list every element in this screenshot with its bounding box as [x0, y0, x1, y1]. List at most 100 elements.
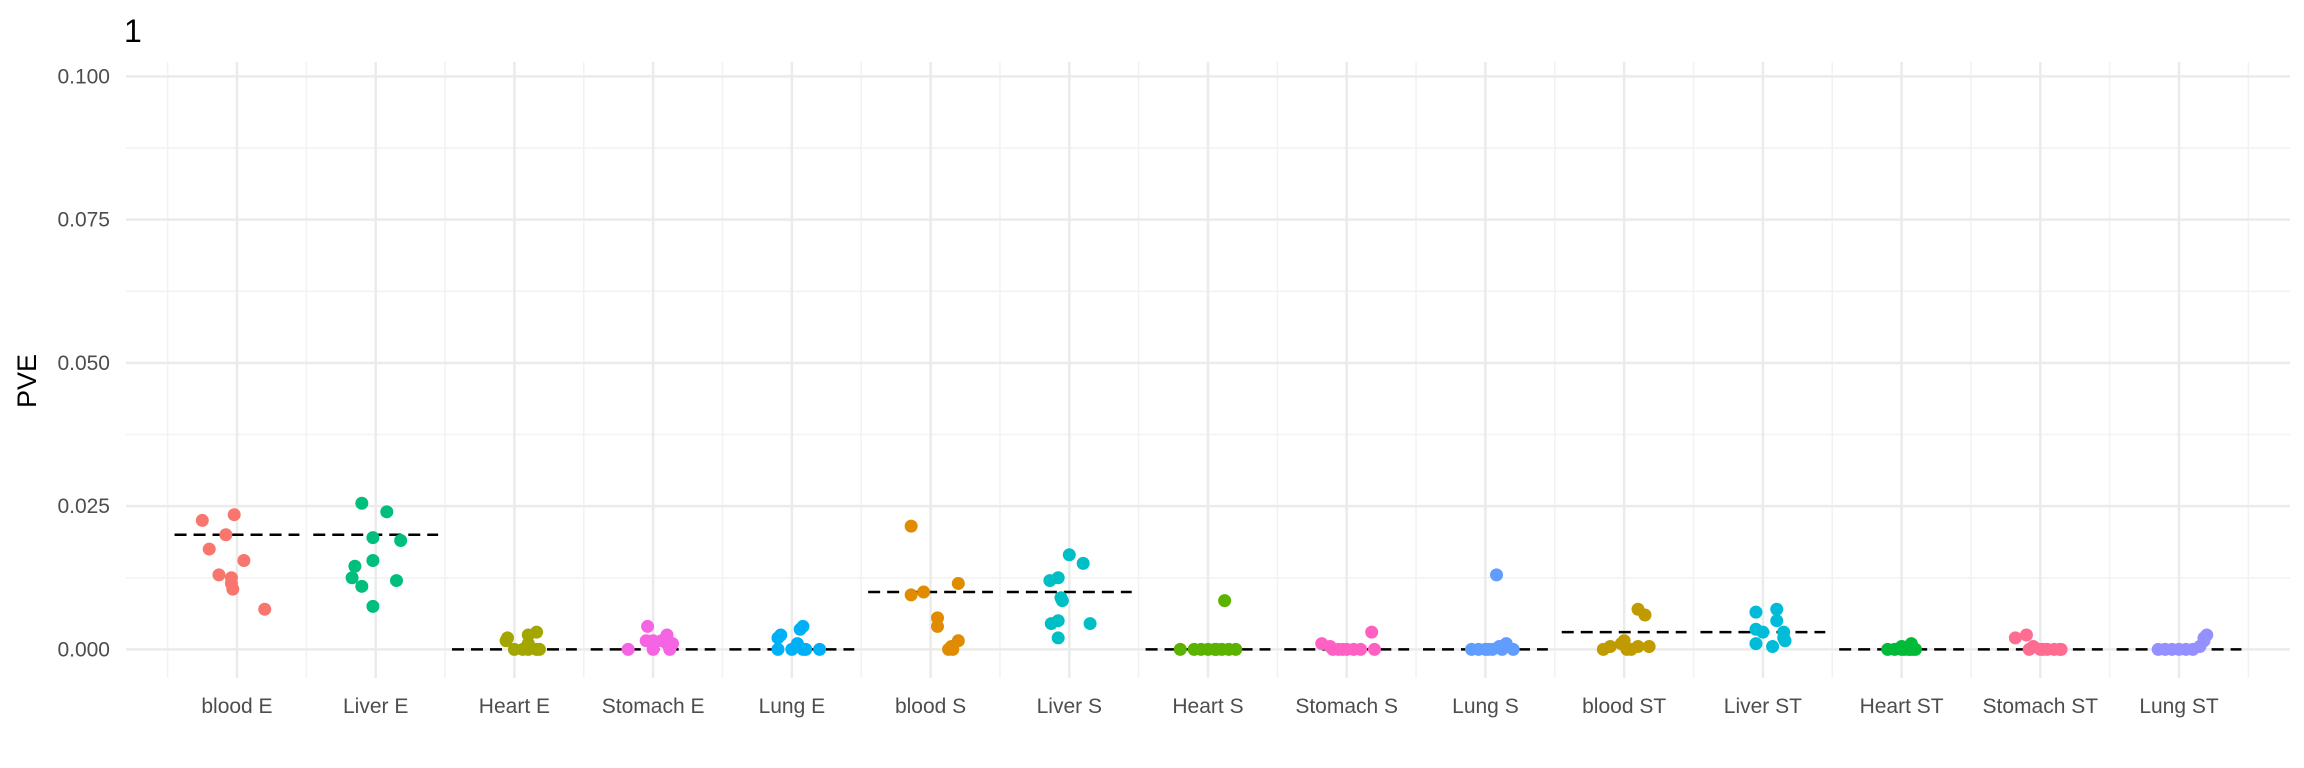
data-point	[355, 579, 369, 593]
chart-title: 1	[124, 13, 142, 49]
data-point	[799, 642, 813, 656]
data-point	[1603, 639, 1617, 653]
data-point	[904, 519, 918, 533]
data-point	[366, 599, 380, 613]
x-tick-label: Heart ST	[1860, 695, 1944, 718]
data-point	[1209, 642, 1223, 656]
data-point	[1218, 594, 1232, 608]
data-point	[2036, 642, 2050, 656]
data-point	[785, 642, 799, 656]
data-point	[500, 631, 514, 645]
data-point	[931, 619, 944, 633]
x-tick-label: Heart E	[479, 695, 550, 718]
data-point	[212, 568, 226, 582]
x-tick-label: Heart S	[1172, 695, 1243, 718]
data-point	[1365, 625, 1379, 639]
data-point	[774, 628, 788, 642]
data-point	[641, 619, 655, 633]
y-tick-label: 0.000	[57, 638, 110, 661]
data-point	[1481, 642, 1495, 656]
data-points	[195, 496, 2214, 656]
y-axis-title: PVE	[12, 354, 42, 408]
data-point	[1472, 642, 1485, 656]
data-point	[1770, 614, 1784, 628]
data-point	[219, 528, 233, 542]
data-point	[355, 496, 369, 510]
x-tick-label: Lung S	[1452, 695, 1519, 718]
data-point	[237, 554, 251, 568]
data-point	[1187, 642, 1201, 656]
x-tick-label: blood ST	[1582, 695, 1666, 718]
data-point	[1051, 631, 1065, 645]
data-point	[1770, 602, 1784, 616]
y-tick-label: 0.025	[57, 495, 110, 518]
x-tick-label: Stomach E	[602, 695, 705, 718]
x-axis-ticks: blood E Liver E Heart E Stomach E Lung E bloo…	[201, 695, 2219, 718]
data-point	[1331, 642, 1345, 656]
x-tick-label: Liver E	[343, 695, 408, 718]
data-point	[202, 542, 216, 556]
data-point	[195, 513, 209, 527]
data-point	[366, 554, 380, 568]
x-tick-label: Lung ST	[2139, 695, 2219, 718]
data-point	[1083, 617, 1097, 631]
data-point	[530, 625, 544, 639]
data-point	[1354, 642, 1368, 656]
data-point	[942, 642, 956, 656]
data-point	[917, 585, 931, 599]
x-tick-label: Liver S	[1037, 695, 1102, 718]
data-point	[1631, 639, 1645, 653]
data-point	[1051, 614, 1065, 628]
data-point	[380, 505, 394, 519]
x-tick-label: Stomach S	[1295, 695, 1398, 718]
data-point	[1749, 605, 1763, 619]
data-point	[226, 582, 240, 596]
data-point	[904, 588, 918, 602]
data-point	[646, 642, 660, 656]
gridlines	[126, 62, 2290, 678]
data-point	[621, 642, 635, 656]
data-point	[1766, 639, 1780, 653]
data-point	[1756, 625, 1770, 639]
data-point	[2019, 628, 2033, 642]
data-point	[1638, 608, 1652, 622]
data-point	[366, 531, 380, 545]
data-point	[2053, 642, 2067, 656]
y-axis-ticks: 0.000 0.025 0.050 0.075 0.100	[57, 65, 110, 661]
x-tick-label: Stomach ST	[1983, 695, 2099, 718]
data-point	[951, 576, 965, 590]
data-point	[390, 574, 403, 588]
data-point	[1173, 642, 1187, 656]
data-point	[1903, 642, 1917, 656]
data-point	[1778, 634, 1792, 648]
data-point	[532, 642, 546, 656]
x-tick-label: Lung E	[759, 695, 826, 718]
data-point	[1062, 548, 1076, 562]
data-point	[663, 642, 677, 656]
y-tick-label: 0.100	[57, 65, 110, 88]
data-point	[813, 642, 827, 656]
data-point	[1642, 639, 1656, 653]
y-tick-label: 0.050	[57, 352, 110, 375]
data-point	[1043, 574, 1057, 588]
x-tick-label: blood S	[895, 695, 966, 718]
data-point	[2008, 631, 2022, 645]
data-point	[1076, 556, 1090, 570]
data-point	[2158, 642, 2172, 656]
data-point	[1506, 642, 1520, 656]
data-point	[345, 571, 359, 585]
data-point	[1222, 642, 1236, 656]
data-point	[1367, 642, 1381, 656]
data-point	[394, 533, 408, 547]
data-point	[2197, 631, 2211, 645]
data-point	[796, 619, 810, 633]
data-point	[771, 642, 785, 656]
data-point	[1749, 637, 1763, 651]
data-point	[1495, 642, 1509, 656]
data-point	[1055, 594, 1069, 608]
data-point	[1490, 568, 1504, 582]
x-tick-label: Liver ST	[1724, 695, 1802, 718]
data-point	[227, 508, 241, 522]
